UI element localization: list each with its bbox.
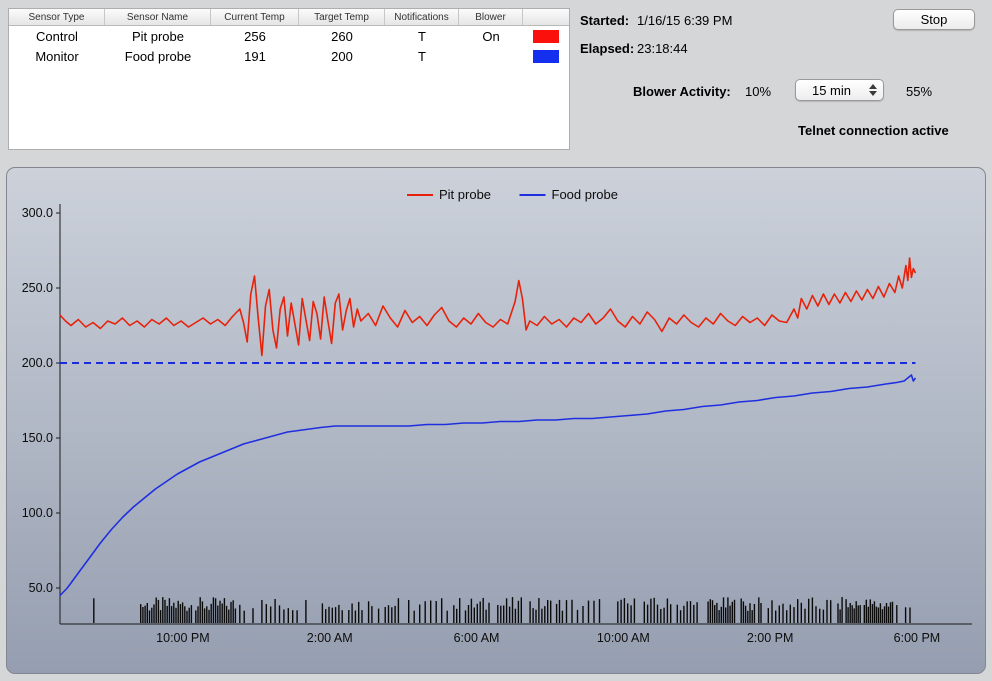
column-header-current-temp[interactable]: Current Temp <box>211 9 299 25</box>
column-header-target-temp[interactable]: Target Temp <box>299 9 385 25</box>
stop-button[interactable]: Stop <box>893 9 975 30</box>
table-row-food-probe[interactable]: Monitor Food probe 191 200 T <box>9 46 569 66</box>
pit-probe-line <box>59 257 917 357</box>
cell-sensor-type: Control <box>36 28 78 44</box>
cell-color <box>523 46 569 66</box>
food-probe-line <box>59 374 917 597</box>
cell-sensor-name: Food probe <box>124 48 192 64</box>
connection-status: Telnet connection active <box>798 123 949 138</box>
elapsed-value: 23:18:44 <box>637 41 688 56</box>
interval-percent-value: 55% <box>906 84 933 99</box>
y-axis-label: 150.0 <box>22 431 53 445</box>
chart-panel: 300.0 250.0 200.0 150.0 100.0 50.0 10:00 PM 2:0… <box>6 167 986 674</box>
cell-sensor-type: Monitor <box>35 48 79 64</box>
x-axis-label: 6:00 PM <box>894 631 941 645</box>
table-row-pit-probe[interactable]: Control Pit probe 256 260 T On <box>9 26 569 46</box>
x-axis-label: 2:00 AM <box>307 631 353 645</box>
blower-activity-label: Blower Activity: <box>633 84 731 99</box>
interval-select-value: 15 min <box>811 82 852 98</box>
started-value: 1/16/15 6:39 PM <box>637 13 733 28</box>
cell-notifications: T <box>418 48 426 64</box>
blower-activity-value: 10% <box>745 84 772 99</box>
y-axis-label: 300.0 <box>22 206 53 220</box>
column-header-sensor-type[interactable]: Sensor Type <box>9 9 105 25</box>
temperature-chart: 300.0 250.0 200.0 150.0 100.0 50.0 10:00 PM 2:0… <box>22 187 972 645</box>
cell-target-temp: 200 <box>331 48 353 64</box>
y-axis-label: 50.0 <box>29 581 53 595</box>
x-axis-label: 10:00 PM <box>156 631 210 645</box>
cell-sensor-name: Pit probe <box>131 28 185 44</box>
cell-color <box>523 26 569 46</box>
stepper-arrows-icon <box>867 84 883 96</box>
started-label: Started: <box>580 13 630 28</box>
y-axis-label: 250.0 <box>22 281 53 295</box>
y-axis-label: 200.0 <box>22 356 53 370</box>
sensor-table: Sensor Type Sensor Name Current Temp Tar… <box>8 8 570 150</box>
sensor-table-header: Sensor Type Sensor Name Current Temp Tar… <box>9 9 569 26</box>
legend-label: Pit probe <box>439 187 491 202</box>
x-axis-label: 2:00 PM <box>747 631 794 645</box>
legend-label: Food probe <box>552 187 619 202</box>
food-probe-color-swatch <box>533 49 559 63</box>
cell-current-temp: 256 <box>244 28 266 44</box>
cell-notifications: T <box>418 28 426 44</box>
interval-select[interactable]: 15 min <box>795 79 884 101</box>
column-header-notifications[interactable]: Notifications <box>385 9 459 25</box>
x-axis-label: 10:00 AM <box>597 631 650 645</box>
column-header-blower[interactable]: Blower <box>459 9 523 25</box>
column-header-sensor-name[interactable]: Sensor Name <box>105 9 211 25</box>
elapsed-label: Elapsed: <box>580 41 635 56</box>
y-axis-label: 100.0 <box>22 506 53 520</box>
cell-blower-state <box>459 46 523 66</box>
cell-blower-state: On <box>482 28 500 44</box>
x-axis-label: 6:00 AM <box>454 631 500 645</box>
pit-probe-color-swatch <box>533 29 559 43</box>
column-header-color <box>523 9 569 25</box>
cell-target-temp: 260 <box>331 28 353 44</box>
cell-current-temp: 191 <box>244 48 266 64</box>
